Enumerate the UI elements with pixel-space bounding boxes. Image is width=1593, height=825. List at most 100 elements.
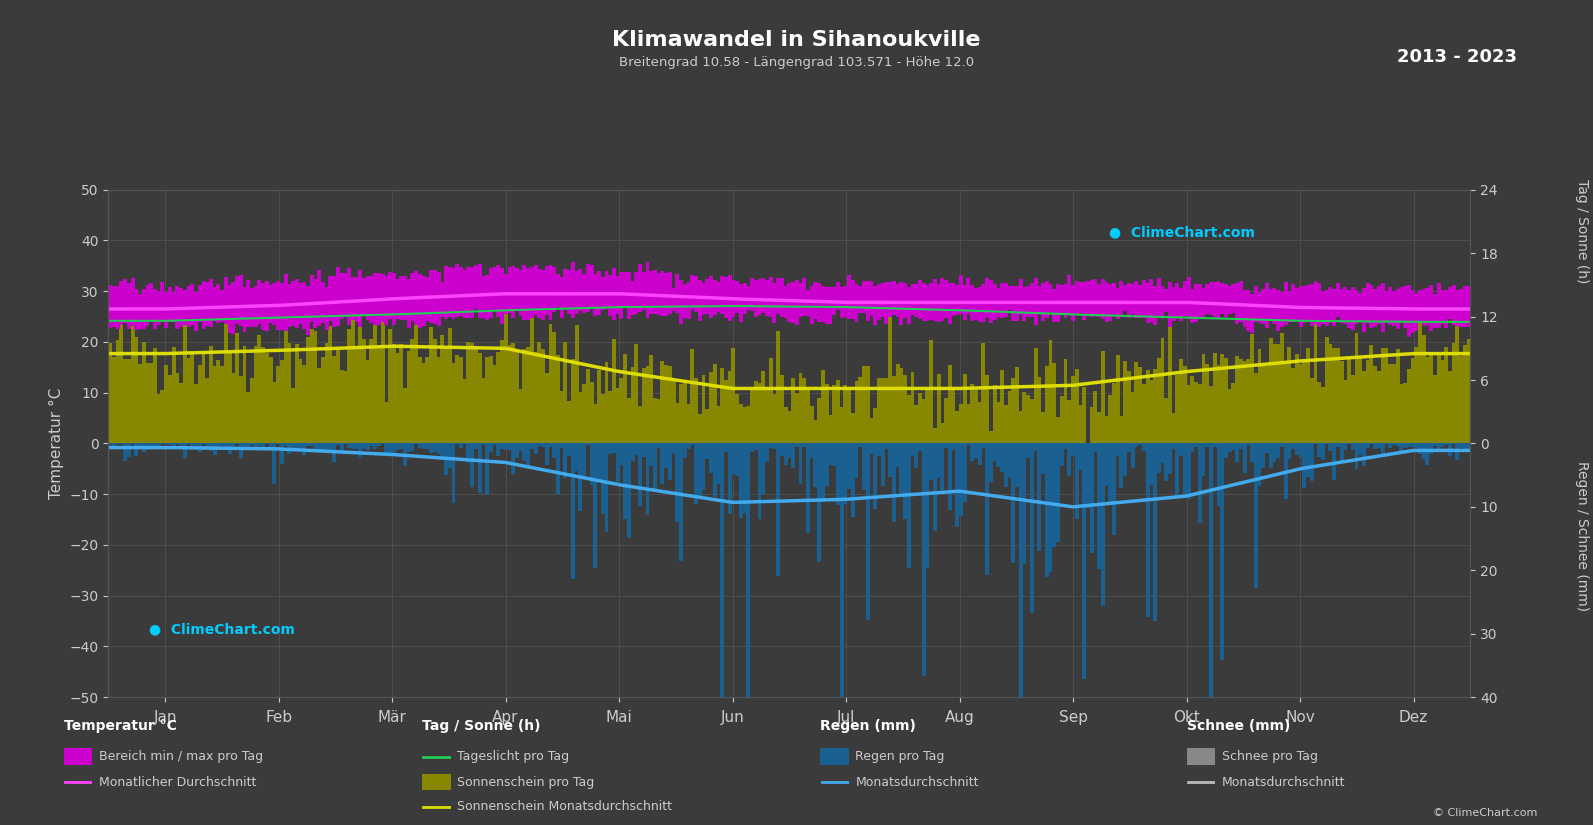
Bar bbox=[198, 365, 202, 444]
Bar bbox=[1023, 393, 1026, 444]
Bar bbox=[381, 275, 384, 322]
Bar bbox=[228, 351, 231, 444]
Bar bbox=[803, 444, 806, 447]
Bar bbox=[444, 444, 448, 475]
Bar bbox=[996, 444, 1000, 468]
Bar bbox=[395, 352, 400, 444]
Bar bbox=[231, 444, 236, 448]
Bar bbox=[1445, 290, 1448, 328]
Bar bbox=[903, 444, 906, 519]
Bar bbox=[918, 444, 922, 451]
Bar bbox=[1045, 366, 1048, 444]
Bar bbox=[370, 276, 373, 323]
Bar bbox=[734, 444, 739, 476]
Bar bbox=[336, 350, 339, 444]
Bar bbox=[1292, 368, 1295, 444]
Bar bbox=[183, 444, 186, 458]
Bar bbox=[1268, 337, 1273, 444]
Bar bbox=[1403, 286, 1407, 328]
Bar bbox=[500, 340, 503, 444]
Bar bbox=[1395, 289, 1400, 329]
Bar bbox=[276, 281, 280, 329]
Bar bbox=[280, 444, 284, 464]
Bar bbox=[1303, 285, 1306, 323]
Bar bbox=[1415, 293, 1418, 331]
Bar bbox=[1254, 374, 1258, 444]
Bar bbox=[284, 274, 287, 331]
Bar bbox=[358, 270, 362, 327]
Bar bbox=[236, 276, 239, 324]
Bar bbox=[167, 375, 172, 444]
Bar bbox=[712, 444, 717, 497]
Bar bbox=[1418, 290, 1423, 323]
Bar bbox=[1421, 289, 1426, 326]
Bar bbox=[1145, 370, 1150, 444]
Bar bbox=[817, 444, 820, 562]
Bar bbox=[1123, 285, 1128, 312]
Bar bbox=[1149, 444, 1153, 485]
Bar bbox=[258, 335, 261, 444]
Bar bbox=[597, 271, 601, 314]
Bar bbox=[242, 346, 247, 444]
Bar bbox=[578, 269, 583, 312]
Bar bbox=[903, 283, 906, 318]
Bar bbox=[1329, 344, 1332, 444]
Bar bbox=[1206, 364, 1209, 444]
Bar bbox=[1279, 292, 1284, 327]
Bar bbox=[1031, 444, 1034, 613]
Bar bbox=[840, 286, 844, 318]
Bar bbox=[1075, 281, 1078, 315]
Bar bbox=[250, 289, 253, 327]
Bar bbox=[814, 444, 817, 487]
Bar bbox=[1434, 295, 1437, 328]
Bar bbox=[575, 444, 578, 471]
Bar bbox=[519, 270, 523, 316]
Bar bbox=[1004, 444, 1008, 487]
Bar bbox=[889, 281, 892, 317]
Bar bbox=[723, 277, 728, 318]
Bar bbox=[183, 323, 186, 444]
Bar bbox=[881, 378, 884, 444]
Bar bbox=[854, 381, 859, 444]
Bar bbox=[492, 444, 497, 446]
Bar bbox=[373, 273, 378, 325]
Bar bbox=[945, 444, 948, 448]
Bar bbox=[639, 264, 642, 312]
Bar bbox=[462, 270, 467, 318]
Bar bbox=[1220, 283, 1223, 314]
Bar bbox=[175, 286, 180, 329]
Bar bbox=[1370, 285, 1373, 328]
Bar bbox=[956, 444, 959, 526]
Bar bbox=[355, 444, 358, 449]
Bar bbox=[1251, 444, 1254, 461]
Bar bbox=[269, 356, 272, 444]
Bar bbox=[280, 361, 284, 444]
Bar bbox=[653, 271, 656, 314]
Bar bbox=[519, 444, 523, 450]
Bar bbox=[911, 444, 914, 456]
Bar bbox=[406, 351, 411, 444]
Bar bbox=[687, 444, 690, 450]
Bar bbox=[1059, 285, 1064, 313]
Bar bbox=[773, 444, 776, 449]
Bar bbox=[325, 444, 328, 452]
Bar bbox=[172, 347, 175, 444]
Bar bbox=[1067, 444, 1070, 476]
Bar bbox=[1295, 354, 1298, 444]
Bar bbox=[116, 286, 119, 329]
Bar bbox=[586, 264, 589, 313]
Bar bbox=[1115, 289, 1120, 319]
Bar bbox=[366, 276, 370, 319]
Bar bbox=[500, 444, 503, 449]
Bar bbox=[675, 403, 679, 444]
Bar bbox=[1037, 444, 1042, 551]
Bar bbox=[287, 343, 292, 444]
Bar bbox=[1067, 275, 1070, 315]
Bar bbox=[709, 372, 714, 444]
Bar bbox=[661, 271, 664, 316]
Bar bbox=[761, 444, 765, 494]
Bar bbox=[142, 444, 145, 452]
Text: Breitengrad 10.58 - Längengrad 103.571 - Höhe 12.0: Breitengrad 10.58 - Längengrad 103.571 -… bbox=[620, 56, 973, 69]
Bar bbox=[795, 444, 798, 447]
Bar bbox=[425, 356, 430, 444]
